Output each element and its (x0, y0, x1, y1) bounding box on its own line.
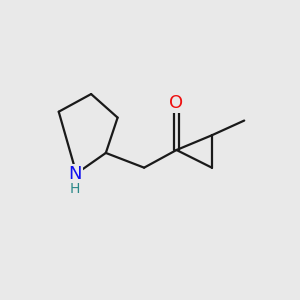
Text: N: N (68, 165, 82, 183)
Text: O: O (169, 94, 184, 112)
Text: H: H (70, 182, 80, 196)
